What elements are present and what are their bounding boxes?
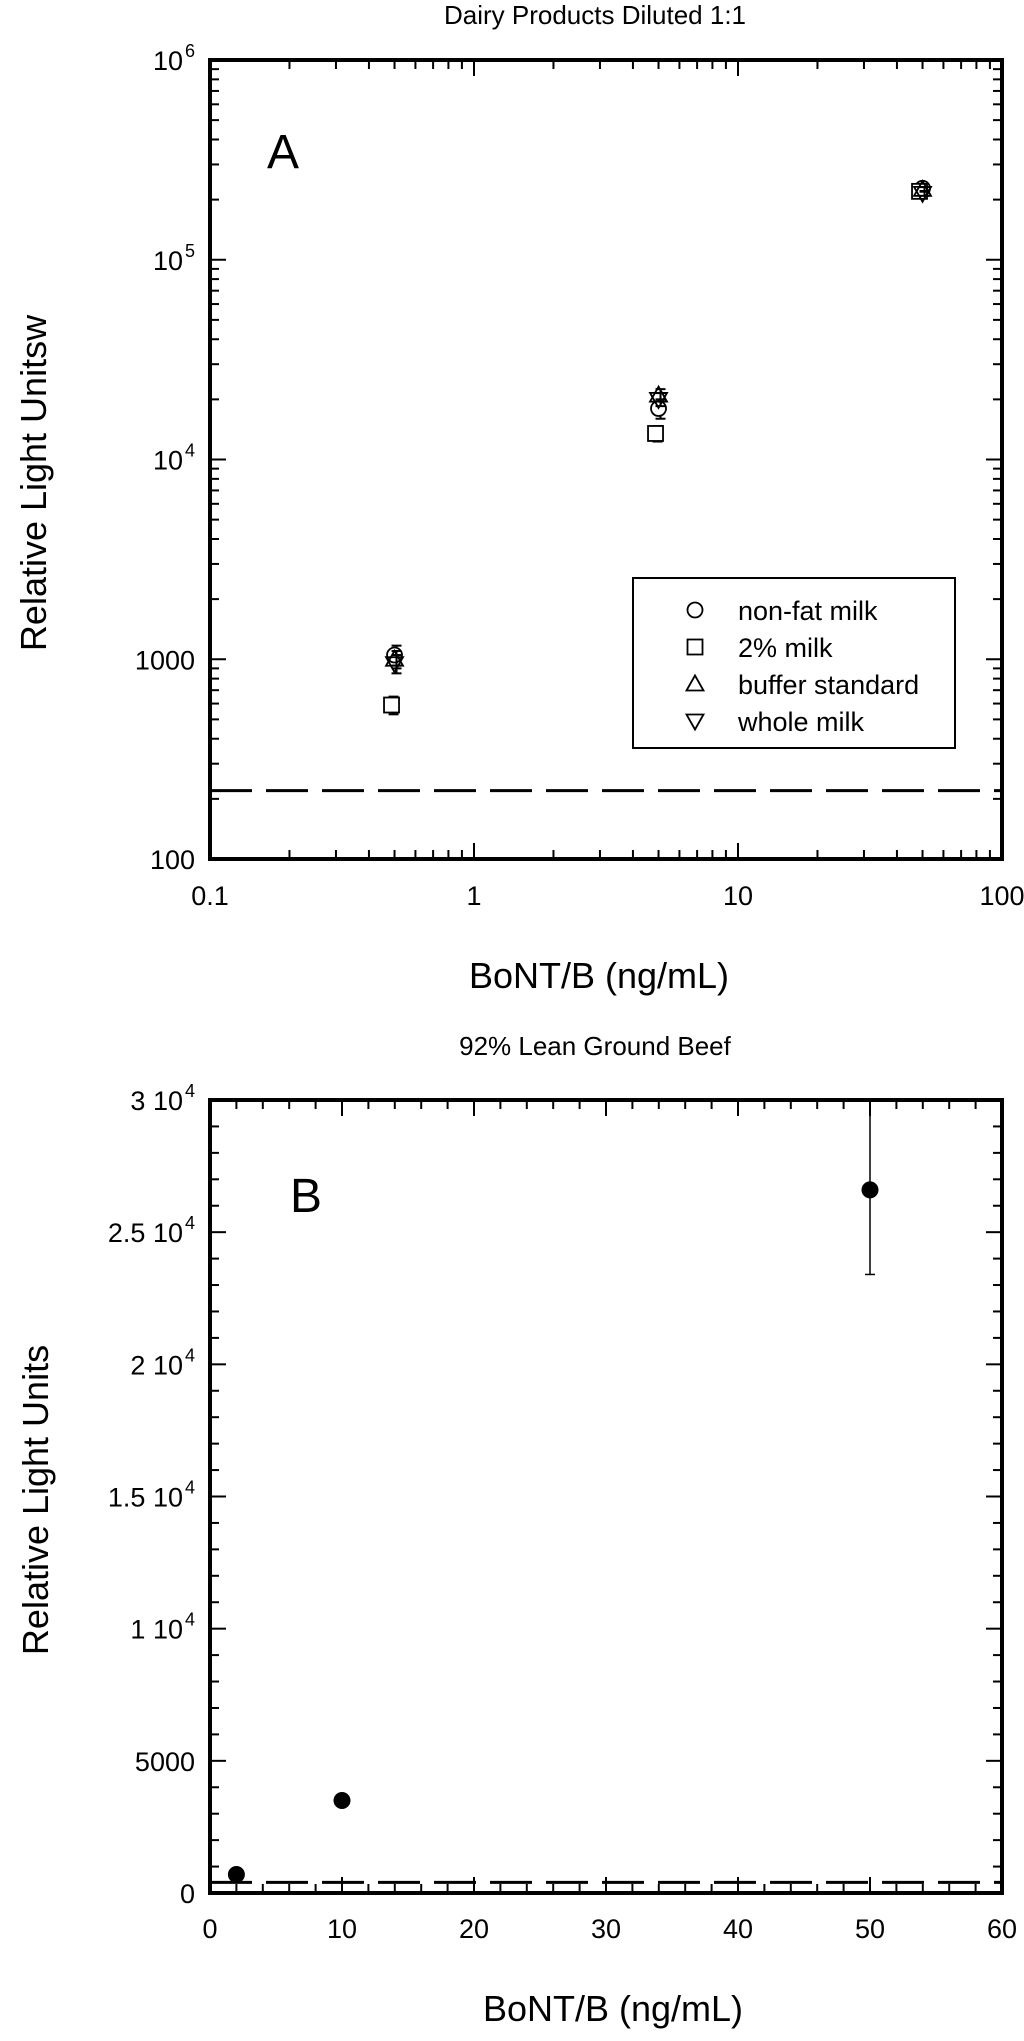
chart-b-y-axis-label: Relative Light Units — [15, 1345, 56, 1655]
chart-b-x-axis-label: BoNT/B (ng/mL) — [483, 1988, 743, 2029]
chart-b-y-tick-label-base: 0 — [180, 1879, 195, 1909]
chart-a-y-tick-label: 10 4 — [153, 441, 195, 476]
chart-a-y-tick-label-base: 10 — [153, 446, 183, 476]
chart-a-y-tick-label-exponent: 5 — [185, 241, 195, 261]
legend-label: non-fat milk — [738, 596, 878, 626]
chart-b-x-tick-label: 60 — [987, 1914, 1017, 1944]
chart-b-x-tick-label: 40 — [723, 1914, 753, 1944]
chart-b-y-tick-label-exponent: 4 — [185, 1345, 195, 1365]
chart-a-x-tick-label: 10 — [723, 881, 753, 911]
chart-b-y-tick-label-exponent: 4 — [185, 1478, 195, 1498]
chart-a-point-triangle-down — [384, 656, 405, 675]
chart-b-x-tick-label: 30 — [591, 1914, 621, 1944]
legend-label: whole milk — [737, 707, 865, 737]
chart-a-x-axis-label: BoNT/B (ng/mL) — [469, 955, 729, 996]
chart-b-y-tick-label-exponent: 4 — [185, 1213, 195, 1233]
legend-marker-square — [686, 638, 704, 656]
panel-label-b: B — [290, 1170, 322, 1223]
legend-marker-triangle-down — [684, 713, 706, 732]
panel-label-a: A — [267, 126, 299, 179]
chart-b-y-tick-label-exponent: 4 — [185, 1081, 195, 1101]
legend-marker-circle — [686, 601, 704, 619]
chart-b-point — [333, 1791, 351, 1809]
chart-b-title: 92% Lean Ground Beef — [459, 1031, 732, 1061]
chart-a-y-tick-label-exponent: 4 — [185, 441, 195, 461]
chart-a-y-tick-label-base: 10 — [153, 46, 183, 76]
chart-b-x-tick-label: 20 — [459, 1914, 489, 1944]
legend-marker-triangle-up — [684, 673, 706, 692]
chart-a-y-axis-label: Relative Light Unitsw — [13, 314, 54, 651]
chart-a-point-triangle-down — [912, 185, 933, 204]
chart-b-y-tick-label: 5000 — [135, 1747, 195, 1777]
chart-a-y-tick-label: 10 5 — [153, 241, 195, 276]
chart-a-legend-box — [632, 577, 956, 749]
chart-a-point-square — [383, 696, 400, 714]
chart-panel-a: Dairy Products Diluted 1:1 A BoNT/B (ng/… — [13, 0, 1024, 996]
chart-a-legend: non-fat milk 2% milk buffer standard whole … — [632, 577, 956, 749]
chart-a-x-tick-label: 1 — [466, 881, 481, 911]
chart-b-x-tick-label: 0 — [202, 1914, 217, 1944]
chart-a-title: Dairy Products Diluted 1:1 — [444, 0, 746, 30]
chart-a-point-triangle-down — [648, 391, 669, 410]
chart-b-y-tick-label: 2 10 4 — [130, 1345, 195, 1380]
chart-a-point-triangle-up — [648, 384, 669, 403]
chart-a-y-tick-label-base: 1000 — [135, 645, 195, 675]
chart-b-point — [227, 1865, 245, 1883]
chart-a-x-tick-label: 0.1 — [191, 881, 229, 911]
chart-b-y-tick-label-base: 3 10 — [130, 1086, 183, 1116]
chart-b-y-tick-label-base: 2 10 — [130, 1350, 183, 1380]
chart-b-x-tick-label: 50 — [855, 1914, 885, 1944]
chart-b-y-tick-label-base: 1.5 10 — [108, 1483, 183, 1513]
chart-a-y-tick-label-exponent: 6 — [185, 41, 195, 61]
legend-label: buffer standard — [738, 670, 919, 700]
chart-a-x-tick-label: 100 — [979, 881, 1024, 911]
chart-a-y-tick-label-base: 10 — [153, 246, 183, 276]
chart-b-plot-frame — [208, 1098, 1004, 1895]
chart-b-y-tick-label: 2.5 10 4 — [108, 1213, 195, 1248]
chart-b-y-tick-label: 1.5 10 4 — [108, 1478, 195, 1513]
chart-b-y-tick-label: 0 — [180, 1879, 195, 1909]
chart-panel-b: 92% Lean Ground Beef B BoNT/B (ng/mL) Re… — [15, 1031, 1017, 2029]
chart-a-point-square — [647, 425, 664, 442]
chart-b-point — [861, 1181, 879, 1199]
chart-b-y-tick-label-base: 1 10 — [130, 1615, 183, 1645]
chart-b-y-tick-label-base: 5000 — [135, 1747, 195, 1777]
chart-a-plot-frame — [208, 58, 1004, 861]
chart-b-y-tick-label-base: 2.5 10 — [108, 1218, 183, 1248]
chart-a-y-tick-label: 10 6 — [153, 41, 195, 76]
chart-b-y-tick-label-exponent: 4 — [185, 1610, 195, 1630]
chart-a-y-tick-label: 100 — [150, 845, 195, 875]
chart-a-point-triangle-up — [384, 648, 405, 667]
chart-a-y-tick-label-base: 100 — [150, 845, 195, 875]
chart-a-y-tick-label: 1000 — [135, 645, 195, 675]
legend-label: 2% milk — [738, 633, 833, 663]
chart-b-y-tick-label: 1 10 4 — [130, 1610, 195, 1645]
chart-b-y-tick-label: 3 10 4 — [130, 1081, 195, 1116]
chart-b-x-tick-label: 10 — [327, 1914, 357, 1944]
